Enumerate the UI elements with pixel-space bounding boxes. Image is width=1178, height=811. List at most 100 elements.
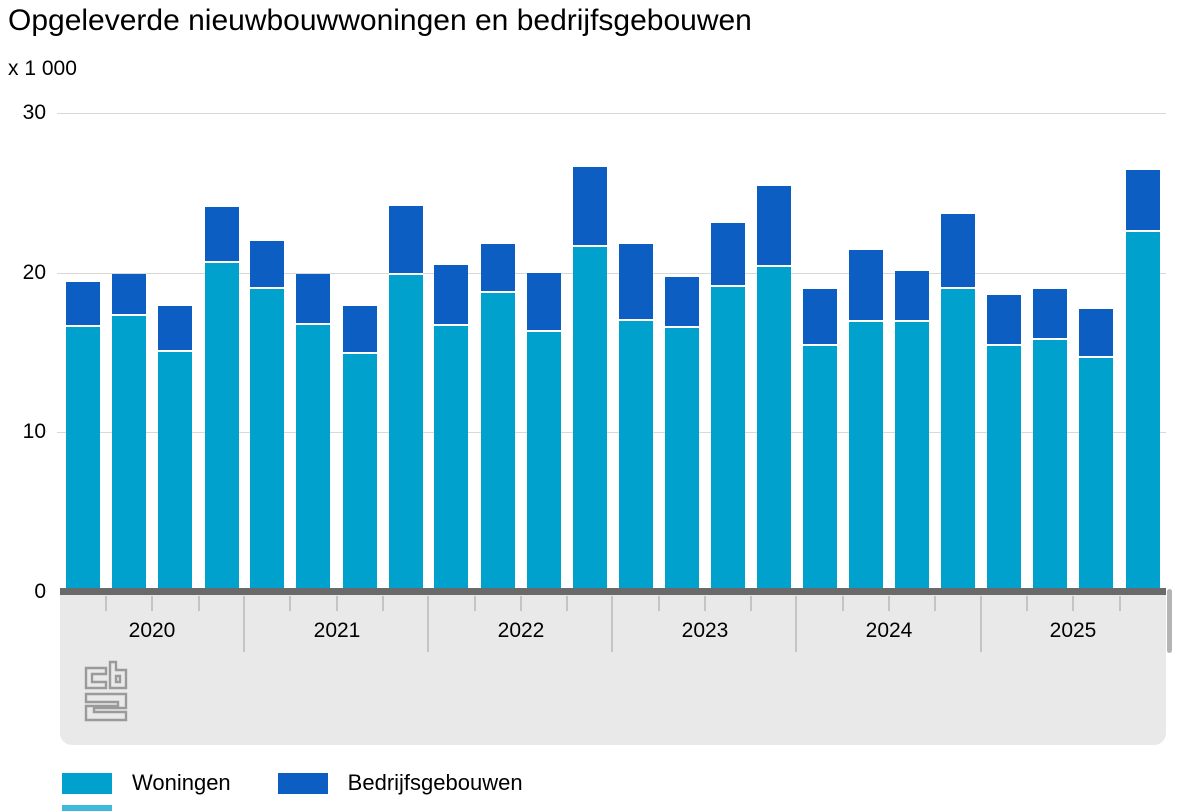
bar-segment-woningen[interactable] [665,328,699,592]
bar-segment-bedrijfsgebouwen[interactable] [619,244,653,319]
bar-segment-bedrijfsgebouwen[interactable] [1126,170,1160,230]
quarter-tick [704,596,706,611]
bar-segment-woningen[interactable] [205,263,239,592]
bar-segment-woningen[interactable] [1126,232,1160,592]
segment-divider [665,326,699,328]
stacked-bar-2021-q1[interactable] [250,241,284,592]
bar-segment-bedrijfsgebouwen[interactable] [803,289,837,344]
bar-segment-woningen[interactable] [987,346,1021,592]
quarter-tick [566,596,568,611]
stacked-bar-2022-q2[interactable] [481,244,515,592]
bar-segment-bedrijfsgebouwen[interactable] [158,306,192,350]
stacked-bar-2020-q1[interactable] [66,282,100,592]
bar-segment-bedrijfsgebouwen[interactable] [527,273,561,330]
legend-item-woningen[interactable]: Woningen [62,770,231,796]
bar-segment-bedrijfsgebouwen[interactable] [389,206,423,273]
bar-segment-woningen[interactable] [941,289,975,592]
bar-segment-bedrijfsgebouwen[interactable] [66,282,100,325]
scrollbar-thumb[interactable] [1167,589,1172,653]
year-label-2023: 2023 [681,619,729,642]
stacked-bar-2021-q2[interactable] [296,274,330,592]
stacked-bar-2021-q4[interactable] [389,206,423,592]
bar-segment-bedrijfsgebouwen[interactable] [434,265,468,324]
bar-segment-bedrijfsgebouwen[interactable] [1033,289,1067,338]
bar-segment-bedrijfsgebouwen[interactable] [343,306,377,352]
stacked-bar-2021-q3[interactable] [343,306,377,592]
stacked-bar-2024-q2[interactable] [849,250,883,592]
chart-title: Opgeleverde nieuwbouwwoningen en bedrijf… [8,4,752,37]
quarter-tick [1072,596,1074,611]
bar-segment-bedrijfsgebouwen[interactable] [895,271,929,320]
bar-segment-bedrijfsgebouwen[interactable] [711,223,745,285]
stacked-bar-2020-q3[interactable] [158,306,192,592]
bar-segment-bedrijfsgebouwen[interactable] [1079,309,1113,356]
bar-segment-bedrijfsgebouwen[interactable] [573,167,607,245]
gridline-30 [57,113,1166,114]
year-label-2020: 2020 [128,619,176,642]
segment-divider [1126,230,1160,232]
bar-segment-woningen[interactable] [803,346,837,592]
stacked-bar-2022-q4[interactable] [573,167,607,592]
segment-divider [711,285,745,287]
legend-item-bedrijfsgebouwen[interactable]: Bedrijfsgebouwen [277,770,523,796]
bar-segment-bedrijfsgebouwen[interactable] [250,241,284,287]
stacked-bar-2023-q3[interactable] [711,223,745,592]
year-label-2025: 2025 [1049,619,1097,642]
bar-segment-woningen[interactable] [573,247,607,592]
segment-divider [1079,356,1113,358]
bar-segment-woningen[interactable] [250,289,284,592]
bar-segment-bedrijfsgebouwen[interactable] [665,277,699,326]
stacked-bar-2022-q1[interactable] [434,265,468,592]
stacked-bar-2025-q3[interactable] [1079,309,1113,592]
stacked-bar-2024-q1[interactable] [803,289,837,592]
stacked-bar-2024-q3[interactable] [895,271,929,592]
stacked-bar-2020-q2[interactable] [112,274,146,592]
stacked-bar-2025-q2[interactable] [1033,289,1067,592]
bar-segment-bedrijfsgebouwen[interactable] [849,250,883,320]
segment-divider [941,287,975,289]
quarter-tick [750,596,752,611]
bar-segment-woningen[interactable] [849,322,883,592]
bar-segment-woningen[interactable] [757,267,791,592]
bar-segment-bedrijfsgebouwen[interactable] [112,274,146,314]
bar-segment-woningen[interactable] [1033,340,1067,592]
bar-segment-woningen[interactable] [895,322,929,592]
year-boundary-tick [795,596,797,652]
bar-segment-woningen[interactable] [711,287,745,592]
bar-segment-woningen[interactable] [158,352,192,592]
bar-segment-woningen[interactable] [296,325,330,592]
stacked-bar-2024-q4[interactable] [941,214,975,592]
stacked-bar-2023-q4[interactable] [757,186,791,592]
bar-segment-bedrijfsgebouwen[interactable] [987,295,1021,344]
stacked-bar-2025-q1[interactable] [987,295,1021,592]
segment-divider [250,287,284,289]
gridline-10 [57,432,1166,433]
bar-segment-woningen[interactable] [481,293,515,592]
bar-segment-woningen[interactable] [112,316,146,592]
bar-segment-bedrijfsgebouwen[interactable] [481,244,515,291]
stacked-bar-2023-q1[interactable] [619,244,653,592]
year-boundary-tick [427,596,429,652]
x-axis-baseline [60,588,1166,595]
year-boundary-tick [611,596,613,652]
bar-segment-bedrijfsgebouwen[interactable] [296,274,330,323]
bar-segment-woningen[interactable] [619,321,653,592]
bar-segment-woningen[interactable] [527,332,561,592]
stacked-bar-2025-q4[interactable] [1126,170,1160,592]
bar-segment-woningen[interactable] [66,327,100,592]
quarter-tick [382,596,384,611]
bar-segment-woningen[interactable] [434,326,468,592]
quarter-tick [105,596,107,611]
bar-segment-woningen[interactable] [1079,358,1113,592]
y-axis-label-20: 20 [22,261,46,284]
bar-segment-bedrijfsgebouwen[interactable] [941,214,975,287]
bar-segment-bedrijfsgebouwen[interactable] [757,186,791,265]
stacked-bar-2022-q3[interactable] [527,273,561,592]
bar-segment-woningen[interactable] [343,354,377,592]
stacked-bar-2023-q2[interactable] [665,277,699,592]
year-boundary-tick [980,596,982,652]
bar-segment-bedrijfsgebouwen[interactable] [205,207,239,261]
stacked-bar-2020-q4[interactable] [205,207,239,592]
bar-segment-woningen[interactable] [389,275,423,592]
